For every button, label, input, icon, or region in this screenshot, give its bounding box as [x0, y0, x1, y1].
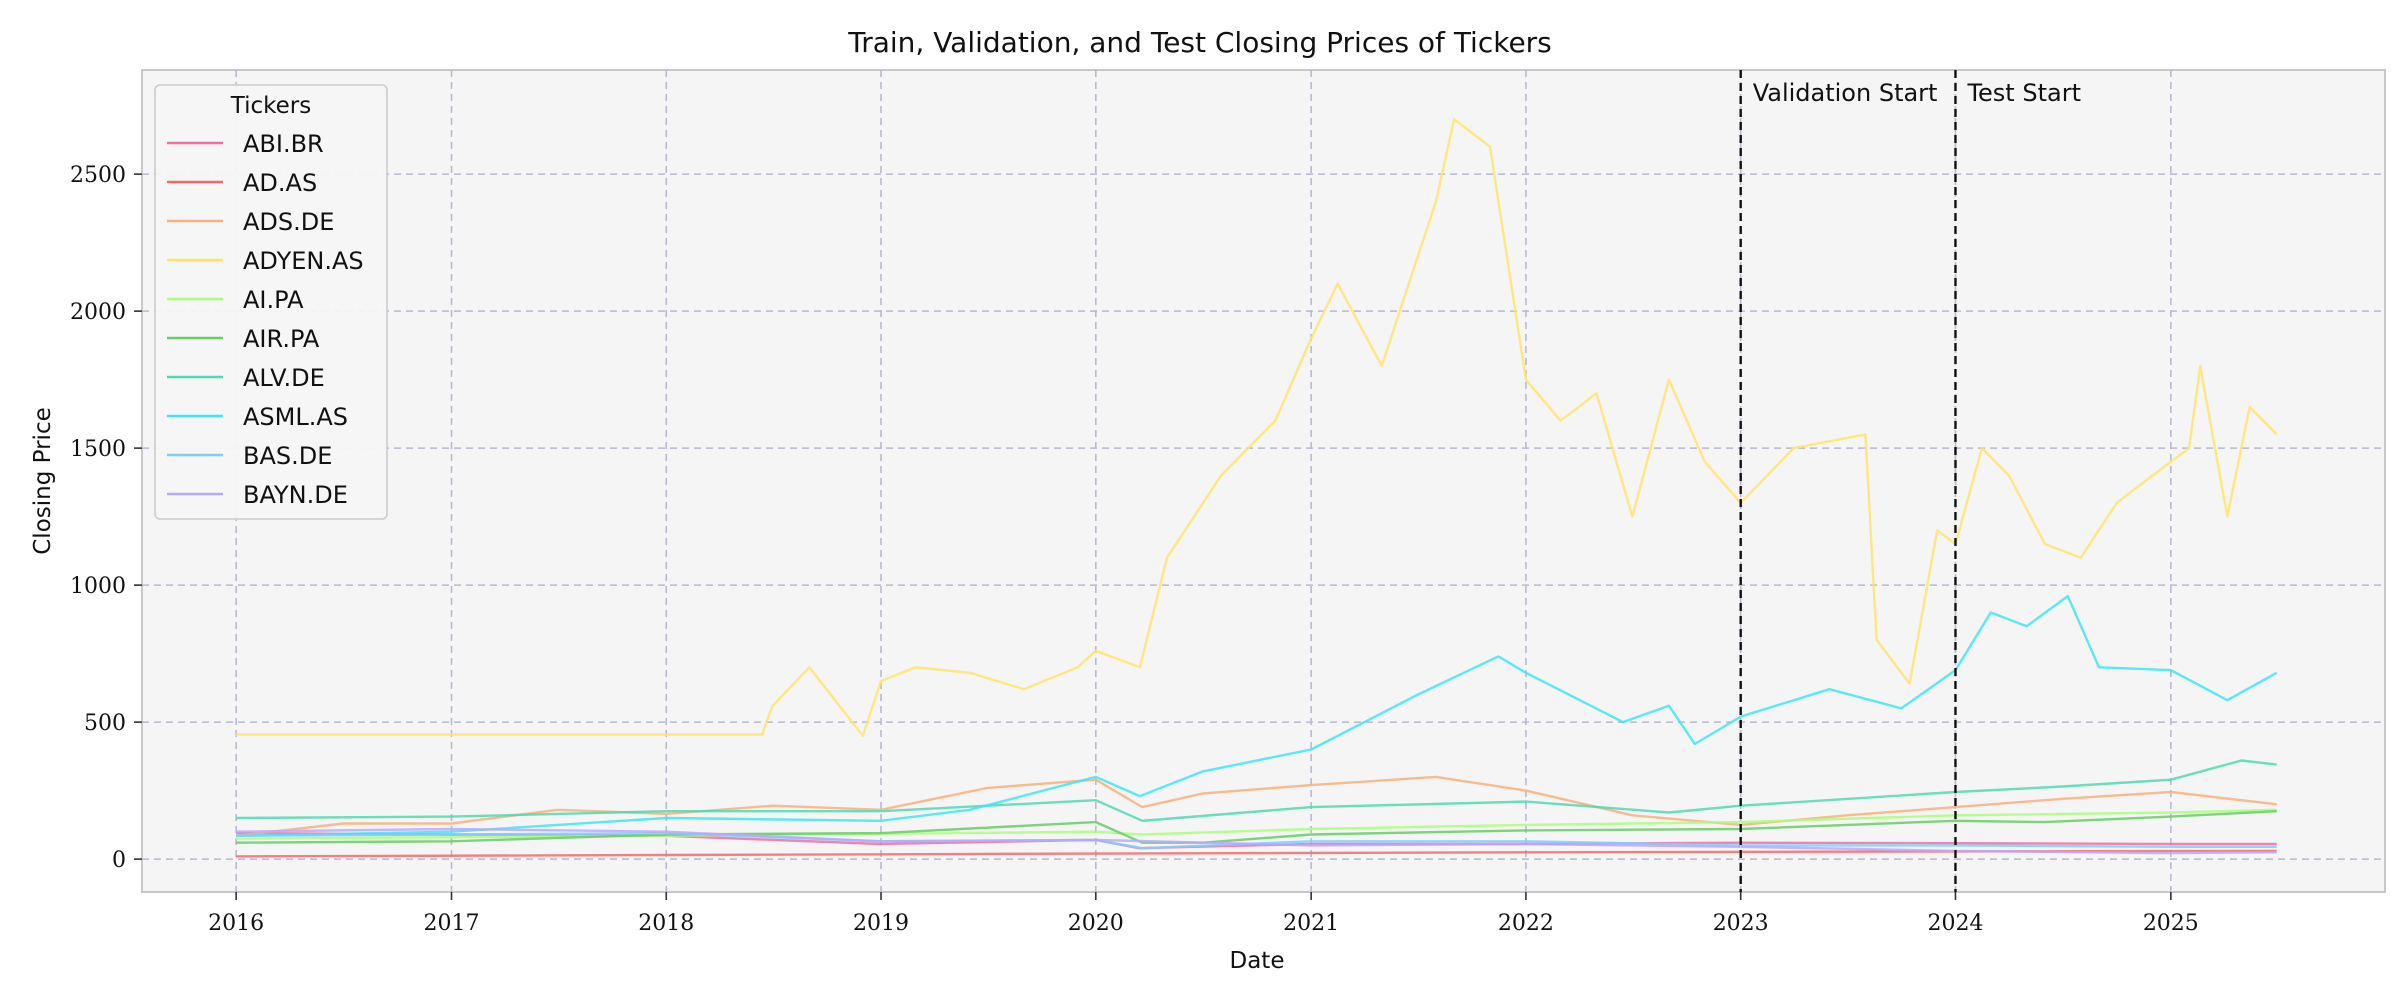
series-line-adyen-as: [236, 118, 2278, 737]
y-axis-label: Closing Price: [30, 407, 56, 555]
axis-layer: 0 500 1000 1500 2000 2500 2016 2017 2018 2019 2020…: [70, 163, 2199, 936]
series-line-bayn-de: [236, 827, 2277, 855]
legend-box: [154, 84, 388, 520]
series-line-ads-de: [235, 775, 2277, 837]
y-tick-label: 2000: [70, 300, 126, 325]
series-layer: [235, 118, 2278, 858]
legend-label: ABI.BR: [243, 130, 324, 158]
legend-label: AIR.PA: [243, 325, 320, 353]
marker-layer: Validation Start Test Start: [1739, 70, 2081, 892]
series-line-bas-de: [236, 831, 2277, 850]
x-tick-label: 2021: [1283, 911, 1339, 936]
legend-label: ADS.DE: [243, 208, 334, 236]
x-tick-label: 2017: [424, 911, 480, 936]
legend-label: BAYN.DE: [243, 481, 348, 509]
legend-label: BAS.DE: [243, 442, 332, 470]
x-tick-label: 2024: [1927, 911, 1983, 936]
legend-title: Tickers: [230, 93, 311, 119]
series-line-asml-as: [236, 594, 2278, 837]
x-tick-label: 2020: [1068, 911, 1124, 936]
legend-label: ASML.AS: [243, 403, 348, 431]
x-tick-label: 2023: [1713, 911, 1769, 936]
legend-label: ADYEN.AS: [243, 247, 364, 275]
y-tick-label: 0: [112, 848, 126, 873]
x-tick-label: 2019: [853, 911, 909, 936]
chart-title: Train, Validation, and Test Closing Pric…: [847, 26, 1552, 59]
x-tick-label: 2025: [2143, 911, 2199, 936]
y-tick-label: 1500: [70, 437, 126, 462]
x-axis-label: Date: [1230, 948, 1285, 974]
y-tick-label: 500: [84, 711, 126, 736]
x-tick-label: 2016: [208, 911, 264, 936]
x-tick-label: 2018: [638, 911, 694, 936]
grid-layer: [142, 70, 2385, 892]
y-tick-label: 2500: [70, 163, 126, 188]
x-tick-label: 2022: [1498, 911, 1554, 936]
legend-label: ALV.DE: [243, 364, 325, 392]
plot-area: [141, 69, 2386, 893]
series-line-alv-de: [236, 759, 2277, 822]
legend-label: AI.PA: [243, 286, 304, 314]
vertical-marker-label: Validation Start: [1753, 79, 1938, 107]
legend: Tickers ABI.BR AD.AS ADS.DE ADYEN.AS AI.PA AIR…: [154, 84, 388, 520]
legend-label: AD.AS: [243, 169, 317, 197]
y-tick-label: 1000: [70, 574, 126, 599]
vertical-marker-label: Test Start: [1966, 79, 2081, 107]
